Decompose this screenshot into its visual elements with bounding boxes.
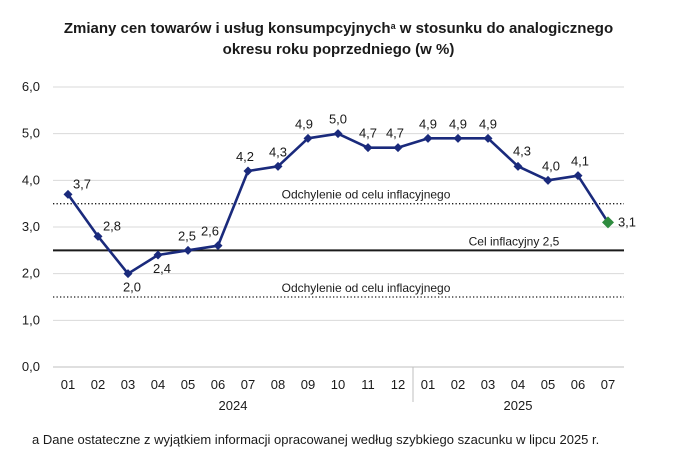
axes: 0,0 1,0 2,0 3,0 4,0 5,0 6,0 01 02 03 04 05 06 07 08 09 1… [22,79,624,413]
data-label: 4,7 [359,126,377,141]
x-tick-label: 09 [301,377,315,392]
data-label: 4,1 [571,154,589,169]
data-point-marker [93,231,103,241]
x-tick-label: 10 [331,377,345,392]
x-tick-label: 05 [541,377,555,392]
data-point-marker [543,175,553,185]
data-point-marker [213,241,223,251]
x-tick-label: 03 [481,377,495,392]
data-labels: 3,7 2,8 2,0 2,4 2,5 2,6 4,2 4,3 4,9 5,0 4,7 4,7 4,9 4… [73,112,636,295]
series [63,129,614,279]
x-tick-label: 08 [271,377,285,392]
data-label: 4,9 [419,116,437,131]
data-label: 4,9 [295,116,313,131]
data-point-marker [513,161,523,171]
data-label: 4,7 [386,126,404,141]
reference-line-label: Odchylenie od celu inflacyjnego [282,281,451,295]
x-tick-label: 07 [241,377,255,392]
x-tick-label: 01 [61,377,75,392]
x-tick-label: 02 [451,377,465,392]
x-tick-label: 01 [421,377,435,392]
data-label: 2,4 [153,261,171,276]
data-point-marker [602,216,614,229]
data-label: 3,1 [618,214,636,229]
data-label: 4,9 [449,116,467,131]
x-group-label: 2024 [219,398,248,413]
x-group-label: 2025 [504,398,533,413]
chart-title-line2: okresu roku poprzedniego (w %) [222,41,455,58]
data-point-marker [273,161,283,171]
data-point-marker [483,133,493,143]
x-tick-label: 03 [121,377,135,392]
y-tick-label: 6,0 [22,79,40,94]
data-point-marker [63,189,73,199]
data-point-marker [393,143,403,153]
data-point-marker [243,166,253,176]
x-tick-label: 04 [151,377,165,392]
y-tick-label: 4,0 [22,172,40,187]
x-tick-label: 12 [391,377,405,392]
data-label: 4,3 [269,144,287,159]
data-label: 4,9 [479,116,497,131]
data-point-marker [423,133,433,143]
y-tick-label: 1,0 [22,312,40,327]
y-tick-label: 3,0 [22,219,40,234]
data-label: 4,0 [542,158,560,173]
reference-lines: Odchylenie od celu inflacyjnego Cel infla… [53,188,624,298]
x-tick-label: 11 [361,377,375,392]
y-tick-label: 5,0 [22,126,40,141]
data-label: 2,5 [178,228,196,243]
data-point-marker [363,143,373,153]
chart-title-main: Zmiany cen towarów i usług konsumpcyjnyc… [63,20,391,37]
y-tick-label: 2,0 [22,266,40,281]
data-label: 2,0 [123,280,141,295]
data-label: 2,8 [103,218,121,233]
chart-title-superscript: a [390,21,396,31]
reference-line-label: Cel inflacyjny 2,5 [469,234,560,248]
data-point-marker [153,250,163,260]
x-tick-label: 05 [181,377,195,392]
data-point-marker [303,133,313,143]
data-point-marker [333,129,343,139]
data-label: 5,0 [329,112,347,127]
chart-title: Zmiany cen towarów i usług konsumpcyjnyc… [0,18,677,60]
data-point-marker [453,133,463,143]
data-label: 4,2 [236,149,254,164]
x-tick-label: 04 [511,377,525,392]
data-label: 4,3 [513,143,531,158]
x-tick-label: 07 [601,377,615,392]
data-point-marker [573,171,583,181]
footnote: a Dane ostateczne z wyjątkiem informacji… [32,432,600,447]
x-tick-label: 02 [91,377,105,392]
data-label: 2,6 [201,224,219,239]
x-tick-label: 06 [211,377,225,392]
chart-title-rest: w stosunku do analogicznego [395,20,614,37]
y-tick-label: 0,0 [22,359,40,374]
data-point-marker [183,245,193,255]
data-point-marker [123,269,133,279]
x-tick-label: 06 [571,377,585,392]
reference-line-label: Odchylenie od celu inflacyjnego [282,188,451,202]
data-label: 3,7 [73,176,91,191]
